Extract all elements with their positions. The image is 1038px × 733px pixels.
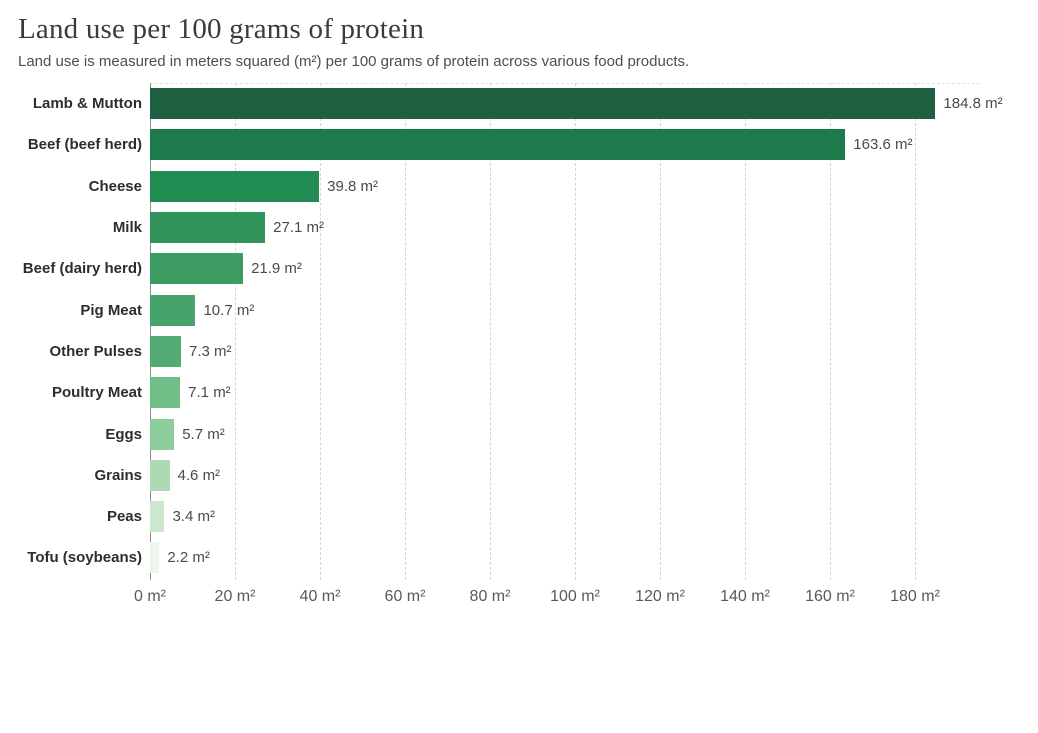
bar-row: Eggs 5.7 m² xyxy=(0,413,1038,454)
bar-area: 10.7 m² xyxy=(150,294,1038,326)
value-label: 3.4 m² xyxy=(172,508,215,526)
category-label: Cheese xyxy=(88,177,142,195)
bar xyxy=(150,418,175,450)
gridline xyxy=(745,83,746,580)
category-label: Beef (dairy herd) xyxy=(22,260,142,278)
bar-row: Tofu (soybeans) 2.2 m² xyxy=(0,537,1038,578)
bar-row: Lamb & Mutton 184.8 m² xyxy=(0,83,1038,124)
bar-row: Other Pulses 7.3 m² xyxy=(0,331,1038,372)
x-tick-label: 40 m² xyxy=(299,587,341,605)
gridline xyxy=(915,83,916,580)
x-tick-label: 100 m² xyxy=(550,587,600,605)
bar-row: Beef (dairy herd) 21.9 m² xyxy=(0,248,1038,289)
gridline xyxy=(405,83,406,580)
value-label: 184.8 m² xyxy=(943,95,1003,113)
rows: Lamb & Mutton 184.8 m² Beef (beef herd) 163… xyxy=(0,83,1038,579)
bar-row: Beef (beef herd) 163.6 m² xyxy=(0,124,1038,165)
value-label: 5.7 m² xyxy=(182,425,225,443)
gridline xyxy=(490,83,491,580)
x-tick-label: 180 m² xyxy=(890,587,940,605)
bar-area: 7.1 m² xyxy=(150,377,1038,409)
bar xyxy=(150,335,182,367)
category-label: Grains xyxy=(94,466,142,484)
bar-area: 27.1 m² xyxy=(150,212,1038,244)
chart-header: Land use per 100 grams of protein Land u… xyxy=(0,0,1038,70)
value-label: 2.2 m² xyxy=(167,549,210,567)
value-label: 39.8 m² xyxy=(327,177,378,195)
x-tick-label: 160 m² xyxy=(805,587,855,605)
category-label: Tofu (soybeans) xyxy=(27,549,142,567)
bar-row: Pig Meat 10.7 m² xyxy=(0,289,1038,330)
x-tick-label: 120 m² xyxy=(635,587,685,605)
bar xyxy=(150,294,196,326)
bar-area: 184.8 m² xyxy=(150,88,1038,120)
bar xyxy=(150,170,320,202)
bar-row: Milk 27.1 m² xyxy=(0,207,1038,248)
bar xyxy=(150,377,181,409)
category-label: Beef (beef herd) xyxy=(27,136,142,154)
value-label: 21.9 m² xyxy=(251,260,302,278)
bar-area: 3.4 m² xyxy=(150,501,1038,533)
category-label: Milk xyxy=(112,219,142,237)
gridline xyxy=(575,83,576,580)
x-tick-label: 0 m² xyxy=(134,587,166,605)
category-label: Lamb & Mutton xyxy=(32,95,142,113)
bar xyxy=(150,212,266,244)
gridline xyxy=(235,83,236,580)
x-tick-label: 20 m² xyxy=(214,587,256,605)
y-axis-line xyxy=(150,83,151,580)
category-label: Peas xyxy=(106,508,142,526)
gridline xyxy=(830,83,831,580)
value-label: 4.6 m² xyxy=(177,466,221,484)
value-label: 7.1 m² xyxy=(188,384,231,402)
value-label: 10.7 m² xyxy=(203,301,255,319)
bar xyxy=(150,253,244,285)
gridline xyxy=(320,83,321,580)
category-label: Eggs xyxy=(105,425,142,443)
value-label: 7.3 m² xyxy=(189,342,232,360)
x-axis: 0 m² 20 m² 40 m² 60 m² 80 m² 100 m² 120 m² 140 … xyxy=(134,579,1038,613)
bar-area: 2.2 m² xyxy=(150,542,1038,574)
bar-row: Poultry Meat 7.1 m² xyxy=(0,372,1038,413)
bar-row: Peas 3.4 m² xyxy=(0,496,1038,537)
bar-row: Grains 4.6 m² xyxy=(0,455,1038,496)
bar xyxy=(150,542,160,574)
bar-area: 21.9 m² xyxy=(150,253,1038,285)
bar-area: 4.6 m² xyxy=(150,459,1038,491)
gridline xyxy=(660,83,661,580)
bar xyxy=(150,88,936,120)
x-tick-label: 60 m² xyxy=(384,587,426,605)
bar-area: 7.3 m² xyxy=(150,335,1038,367)
bar-area: 5.7 m² xyxy=(150,418,1038,450)
page-title: Land use per 100 grams of protein xyxy=(18,13,425,45)
x-tick-label: 80 m² xyxy=(469,587,511,605)
bar-area: 163.6 m² xyxy=(150,129,1038,161)
bar-chart: Lamb & Mutton 184.8 m² Beef (beef herd) 163… xyxy=(0,83,1038,613)
category-label: Pig Meat xyxy=(80,301,142,319)
value-label: 163.6 m² xyxy=(853,136,913,154)
bar xyxy=(150,459,170,491)
bar-row: Cheese 39.8 m² xyxy=(0,166,1038,207)
grid-layer xyxy=(150,83,1038,580)
bar xyxy=(150,501,165,533)
value-label: 27.1 m² xyxy=(273,219,325,237)
bar-area: 39.8 m² xyxy=(150,170,1038,202)
chart-subtitle: Land use is measured in meters squared (… xyxy=(18,53,690,70)
x-tick-label: 140 m² xyxy=(720,587,770,605)
category-label: Poultry Meat xyxy=(51,384,142,402)
category-label: Other Pulses xyxy=(49,342,142,360)
bar xyxy=(150,129,846,161)
